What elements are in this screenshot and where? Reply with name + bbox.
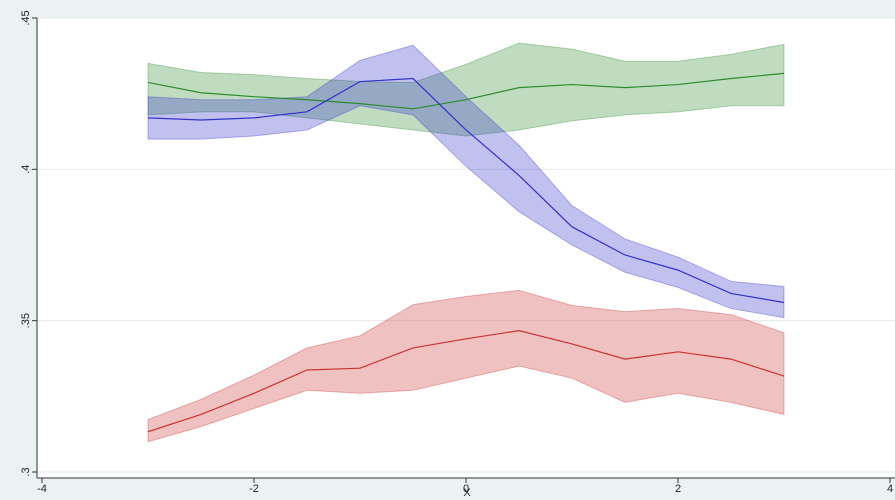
confidence-band [147,42,785,137]
line [147,72,785,110]
confidence-band [147,44,785,319]
y-tick-label: .3 [20,467,32,476]
line [147,77,785,304]
x-tick-label: 4 [887,483,893,495]
x-axis-title: X [463,487,471,499]
lines [147,72,785,433]
confidence-band [147,289,785,443]
plot-area [37,18,895,478]
line [147,330,785,433]
x-tick-label: 0 [463,483,469,495]
grid [37,17,895,473]
y-tick-label: .4 [20,165,32,174]
y-tick-label: .35 [20,313,32,328]
bands [147,42,785,443]
x-tick-label: -2 [249,483,259,495]
x-tick-label: 2 [675,483,681,495]
y-tick-label: .45 [20,10,32,25]
x-tick-label: -4 [37,483,47,495]
